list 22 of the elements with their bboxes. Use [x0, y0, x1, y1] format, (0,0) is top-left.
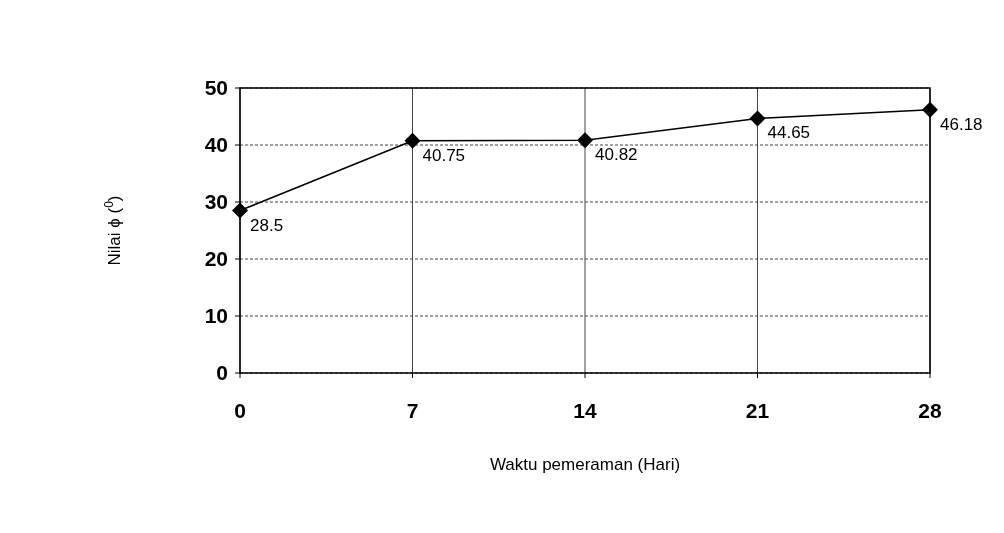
- point: [577, 132, 593, 149]
- data-label: 46.18: [940, 114, 983, 134]
- x-tick-label: 14: [573, 399, 597, 422]
- y-tick-label: 30: [204, 190, 228, 213]
- point: [232, 202, 248, 219]
- x-tick-label: 0: [234, 399, 246, 422]
- point: [922, 101, 938, 118]
- data-label: 40.75: [422, 145, 466, 165]
- data-label: 44.65: [767, 123, 811, 143]
- y-tick-label: 50: [204, 76, 228, 99]
- y-tick-label: 10: [204, 304, 228, 327]
- y-tick-label: 0: [216, 361, 228, 384]
- x-tick-label: 7: [406, 399, 419, 422]
- x-tick-label: 21: [745, 399, 770, 422]
- x-axis-title: Waktu pemeraman (Hari): [489, 455, 681, 474]
- x-tick-label: 28: [918, 399, 942, 422]
- y-tick-label: 20: [204, 247, 228, 270]
- data-label: 40.82: [595, 145, 638, 165]
- y-tick-label: 40: [204, 133, 228, 156]
- data-label: 28.5: [250, 215, 284, 235]
- point: [404, 132, 421, 149]
- point: [749, 110, 766, 127]
